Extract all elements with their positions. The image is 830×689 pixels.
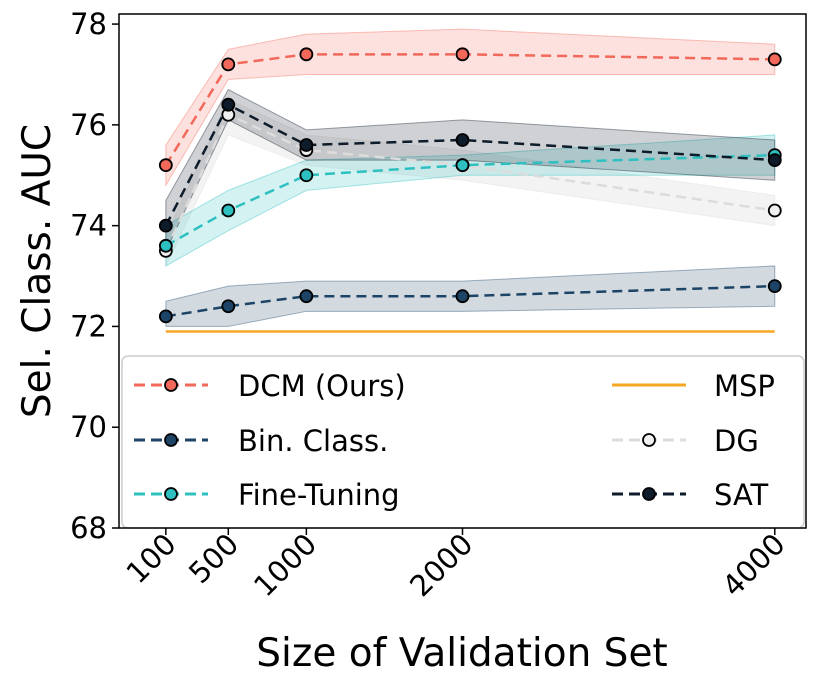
legend-entry-msp: MSP: [612, 369, 775, 403]
y-axis-title: Sel. Class. AUC: [15, 124, 60, 418]
point-bin-class-3: [455, 289, 470, 304]
y-tick-label-2: 72: [70, 309, 107, 343]
legend-marker-fine-tuning: [164, 487, 178, 501]
legend-label-bin-class: Bin. Class.: [238, 424, 388, 458]
point-sat-0: [158, 218, 173, 233]
point-sat-2: [299, 138, 314, 152]
point-dcm-ours-0: [158, 158, 173, 173]
confidence-bands: [165, 28, 776, 327]
y-tick-label-3: 74: [70, 209, 107, 243]
legend-marker-dcm: [164, 378, 178, 392]
line-sat: [164, 103, 775, 227]
band-dcm-ours: [165, 28, 776, 188]
point-bin-class-0: [158, 309, 173, 324]
legend-entry-dg: DG: [612, 424, 759, 458]
point-fine-tuning-2: [299, 168, 314, 183]
point-sat-3: [455, 133, 470, 147]
legend-marker-dg: [642, 433, 656, 447]
legend-entry-sat: SAT: [612, 478, 769, 512]
band-fine-tuning: [165, 134, 776, 267]
point-sat-4: [767, 153, 782, 168]
x-tick-label-1: 500: [182, 527, 245, 590]
band-dg: [165, 99, 776, 267]
point-dcm-ours-3: [455, 47, 470, 62]
line-dg: [164, 113, 775, 252]
x-tick-label-4: 4000: [715, 527, 791, 603]
legend-entry-bin-class: Bin. Class.: [134, 424, 388, 458]
x-tick-label-0: 100: [120, 527, 183, 590]
legend-label-sat: SAT: [714, 478, 769, 512]
legend-label-fine-tuning: Fine-Tuning: [238, 478, 400, 512]
x-axis-title: Size of Validation Set: [256, 631, 667, 676]
legend-label-msp: MSP: [714, 369, 775, 403]
y-tick-label-1: 70: [70, 410, 107, 444]
x-tick-label-2: 1000: [247, 527, 323, 603]
point-fine-tuning-0: [158, 238, 173, 253]
legend-label-dcm: DCM (Ours): [238, 369, 406, 403]
point-dcm-ours-1: [221, 57, 236, 72]
y-tick-label-4: 76: [70, 108, 107, 142]
legend-marker-sat: [642, 487, 656, 501]
point-sat-1: [221, 97, 236, 112]
band-sat: [165, 88, 776, 252]
legend: DCM (Ours) Bin. Class. Fine-Tuning MSP D…: [121, 355, 805, 529]
point-dcm-ours-4: [767, 52, 782, 67]
x-tick-label-3: 2000: [403, 527, 479, 603]
point-dcm-ours-2: [299, 47, 314, 62]
line-bin-class: [165, 284, 775, 318]
point-bin-class-1: [221, 299, 236, 314]
legend-entry-dcm: DCM (Ours): [134, 369, 406, 403]
legend-box: [121, 355, 805, 529]
point-dg-4: [767, 203, 782, 218]
y-tick-label-0: 68: [70, 511, 107, 545]
point-bin-class-4: [767, 279, 782, 294]
legend-marker-bin-class: [164, 433, 178, 447]
series-markers: [158, 47, 782, 324]
y-tick-label-5: 78: [70, 7, 107, 41]
line-fine-tuning: [165, 153, 775, 247]
point-fine-tuning-3: [455, 158, 470, 173]
legend-entry-fine-tuning: Fine-Tuning: [134, 478, 400, 512]
point-bin-class-2: [299, 289, 314, 304]
point-fine-tuning-1: [221, 203, 236, 218]
legend-label-dg: DG: [714, 424, 759, 458]
